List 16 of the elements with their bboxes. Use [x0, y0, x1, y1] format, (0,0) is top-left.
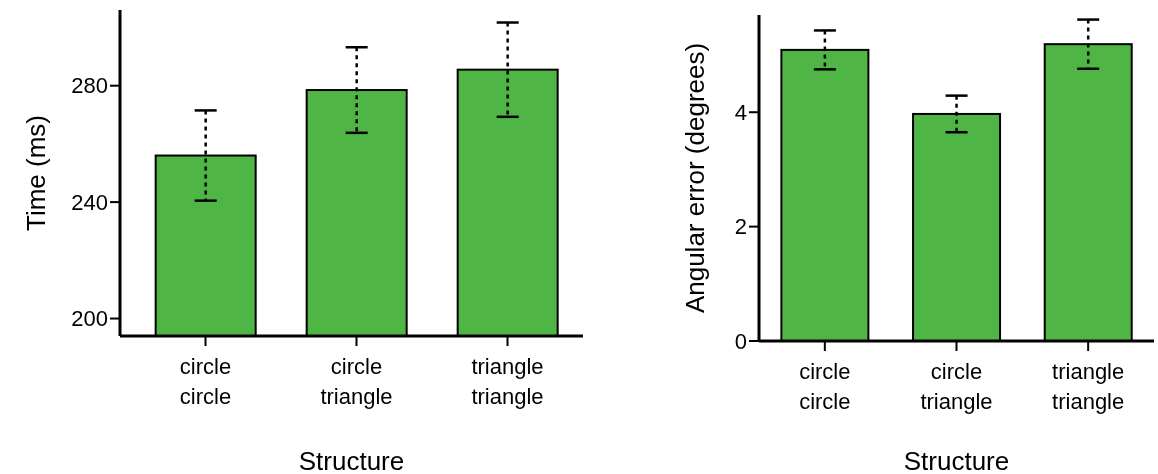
y-tick-label: 200	[71, 306, 108, 332]
x-tick-label: circle circle	[799, 359, 851, 414]
x-axis-title: Structure	[903, 446, 1010, 474]
y-axis-title: Angular error (degrees)	[680, 42, 710, 314]
y-tick-label: 2	[734, 214, 747, 240]
y-tick-label: 280	[71, 73, 108, 99]
y-tick-label: 4	[734, 100, 747, 126]
x-tick-label: triangle triangle	[1052, 359, 1125, 414]
x-tick-label: triangle triangle	[471, 354, 544, 409]
x-tick-label: circle triangle	[320, 354, 393, 409]
y-axis-title: Time (ms)	[21, 114, 51, 232]
x-tick-label: circle triangle	[920, 359, 993, 414]
y-tick-label: 240	[71, 189, 108, 215]
y-tick-label: 0	[734, 328, 747, 354]
x-tick-label: circle circle	[179, 354, 232, 409]
x-axis-title: Structure	[298, 446, 405, 474]
